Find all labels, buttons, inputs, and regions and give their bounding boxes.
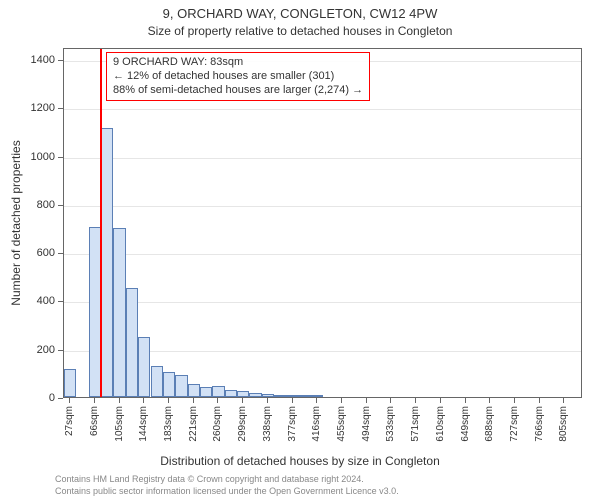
annotation-box: 9 ORCHARD WAY: 83sqm← 12% of detached ho… xyxy=(106,52,370,101)
annotation-line: 88% of semi-detached houses are larger (… xyxy=(113,84,363,98)
histogram-bar xyxy=(212,386,224,397)
x-tick-label: 27sqm xyxy=(64,406,75,458)
y-tick xyxy=(58,108,63,109)
histogram-bar xyxy=(101,128,113,397)
histogram-bar xyxy=(64,369,76,397)
x-tick-label: 66sqm xyxy=(89,406,100,458)
x-tick-label: 494sqm xyxy=(361,406,372,458)
y-tick xyxy=(58,301,63,302)
x-tick-label: 105sqm xyxy=(114,406,125,458)
gridline-h xyxy=(64,158,581,159)
histogram-bar xyxy=(311,395,323,397)
x-tick-label: 338sqm xyxy=(262,406,273,458)
histogram-bar xyxy=(249,393,261,397)
x-tick-label: 299sqm xyxy=(237,406,248,458)
x-tick-label: 571sqm xyxy=(410,406,421,458)
x-tick xyxy=(242,398,243,403)
x-tick xyxy=(563,398,564,403)
x-tick-label: 377sqm xyxy=(287,406,298,458)
gridline-h xyxy=(64,254,581,255)
footer-line: Contains public sector information licen… xyxy=(55,486,399,498)
chart-title: 9, ORCHARD WAY, CONGLETON, CW12 4PW xyxy=(0,6,600,21)
x-tick-label: 727sqm xyxy=(509,406,520,458)
y-tick xyxy=(58,205,63,206)
histogram-bar xyxy=(299,395,311,397)
x-tick xyxy=(69,398,70,403)
histogram-bar xyxy=(274,395,286,397)
x-tick-label: 649sqm xyxy=(460,406,471,458)
x-tick xyxy=(168,398,169,403)
x-tick-label: 183sqm xyxy=(163,406,174,458)
x-tick-label: 221sqm xyxy=(188,406,199,458)
histogram-bar xyxy=(225,390,237,397)
y-axis-label: Number of detached properties xyxy=(9,140,23,305)
y-tick-label: 200 xyxy=(0,344,55,356)
x-tick xyxy=(341,398,342,403)
x-tick xyxy=(217,398,218,403)
footer-attribution: Contains HM Land Registry data © Crown c… xyxy=(55,474,399,497)
histogram-bar xyxy=(237,391,249,397)
x-tick xyxy=(292,398,293,403)
histogram-bar xyxy=(126,288,138,397)
x-tick xyxy=(514,398,515,403)
y-tick xyxy=(58,60,63,61)
footer-line: Contains HM Land Registry data © Crown c… xyxy=(55,474,399,486)
y-tick-label: 0 xyxy=(0,392,55,404)
gridline-h xyxy=(64,206,581,207)
x-tick xyxy=(119,398,120,403)
x-tick-label: 260sqm xyxy=(212,406,223,458)
x-tick-label: 416sqm xyxy=(311,406,322,458)
histogram-bar xyxy=(262,394,274,397)
histogram-bar xyxy=(163,372,175,397)
x-tick xyxy=(489,398,490,403)
x-tick-label: 766sqm xyxy=(534,406,545,458)
x-tick-label: 610sqm xyxy=(435,406,446,458)
x-tick xyxy=(390,398,391,403)
x-tick-label: 805sqm xyxy=(558,406,569,458)
x-tick-label: 144sqm xyxy=(138,406,149,458)
x-tick xyxy=(143,398,144,403)
histogram-bar xyxy=(286,395,298,397)
histogram-bar xyxy=(200,387,212,397)
histogram-bar xyxy=(188,384,200,397)
histogram-bar xyxy=(151,366,163,397)
histogram-bar xyxy=(113,228,125,397)
y-tick-label: 1200 xyxy=(0,102,55,114)
gridline-h xyxy=(64,302,581,303)
x-tick-label: 533sqm xyxy=(385,406,396,458)
x-tick xyxy=(465,398,466,403)
y-tick xyxy=(58,253,63,254)
y-tick xyxy=(58,350,63,351)
histogram-bar xyxy=(175,375,187,397)
y-tick xyxy=(58,398,63,399)
x-tick-label: 688sqm xyxy=(484,406,495,458)
y-tick xyxy=(58,157,63,158)
x-tick-label: 455sqm xyxy=(336,406,347,458)
reference-line xyxy=(100,49,102,397)
y-tick-label: 1400 xyxy=(0,54,55,66)
x-tick xyxy=(539,398,540,403)
x-tick xyxy=(415,398,416,403)
x-axis-label: Distribution of detached houses by size … xyxy=(0,454,600,468)
annotation-line: 9 ORCHARD WAY: 83sqm xyxy=(113,56,363,70)
x-tick xyxy=(193,398,194,403)
chart-subtitle: Size of property relative to detached ho… xyxy=(0,24,600,38)
x-tick xyxy=(94,398,95,403)
x-tick xyxy=(440,398,441,403)
gridline-h xyxy=(64,109,581,110)
x-tick xyxy=(316,398,317,403)
x-tick xyxy=(267,398,268,403)
x-tick xyxy=(366,398,367,403)
annotation-line: ← 12% of detached houses are smaller (30… xyxy=(113,70,363,84)
histogram-bar xyxy=(138,337,150,397)
